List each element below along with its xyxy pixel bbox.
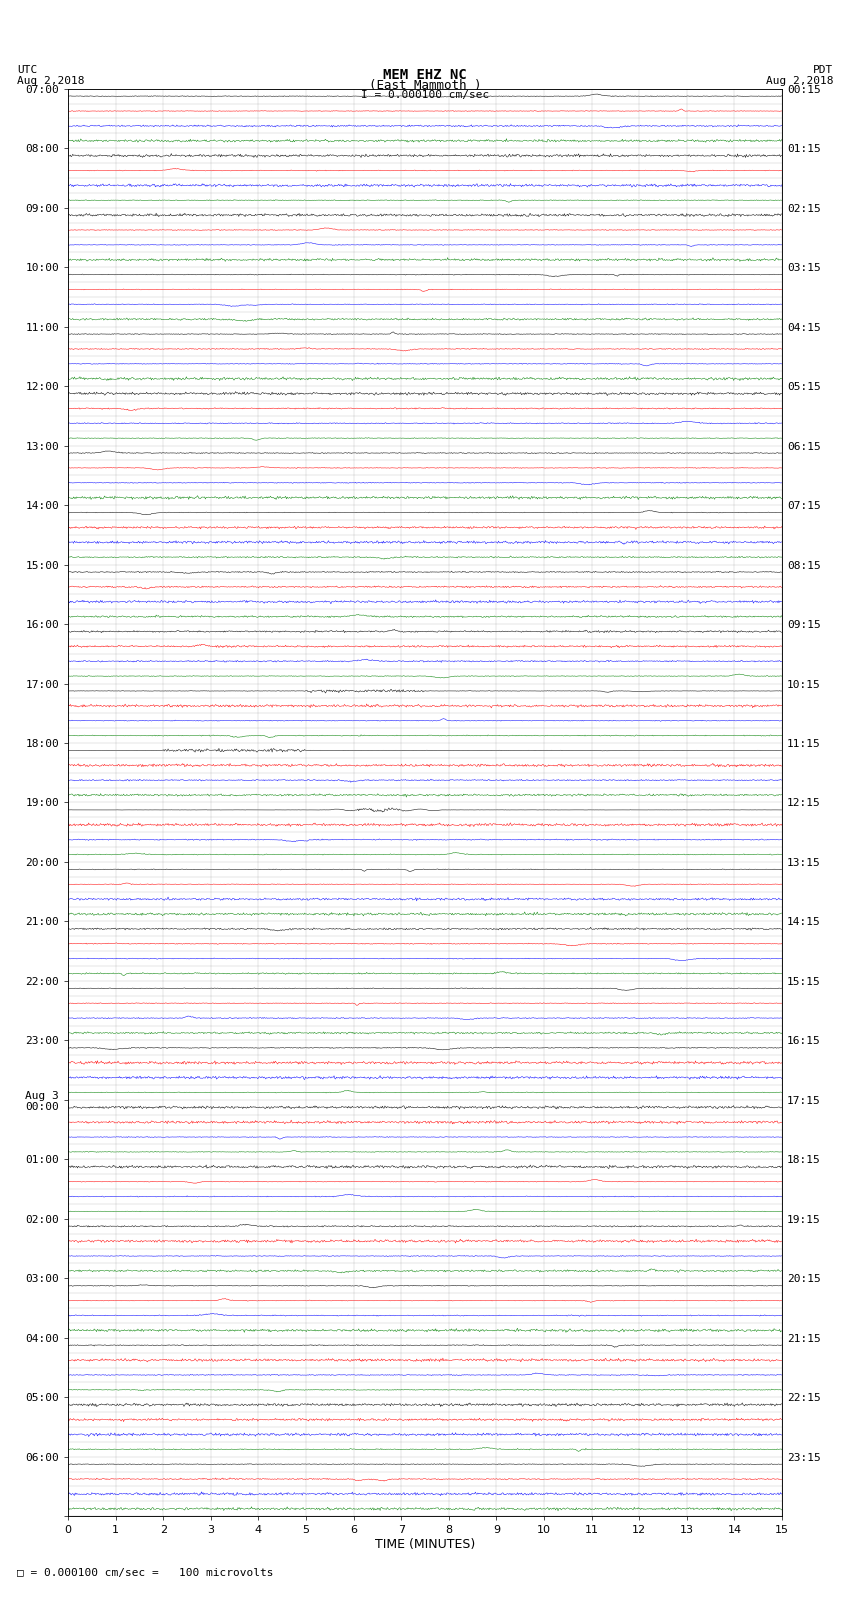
Text: I = 0.000100 cm/sec: I = 0.000100 cm/sec bbox=[361, 90, 489, 100]
Text: MEM EHZ NC: MEM EHZ NC bbox=[383, 68, 467, 82]
Text: □ = 0.000100 cm/sec =   100 microvolts: □ = 0.000100 cm/sec = 100 microvolts bbox=[17, 1568, 274, 1578]
X-axis label: TIME (MINUTES): TIME (MINUTES) bbox=[375, 1539, 475, 1552]
Text: UTC
Aug 2,2018: UTC Aug 2,2018 bbox=[17, 65, 84, 85]
Text: (East Mammoth ): (East Mammoth ) bbox=[369, 79, 481, 92]
Text: PDT
Aug 2,2018: PDT Aug 2,2018 bbox=[766, 65, 833, 85]
